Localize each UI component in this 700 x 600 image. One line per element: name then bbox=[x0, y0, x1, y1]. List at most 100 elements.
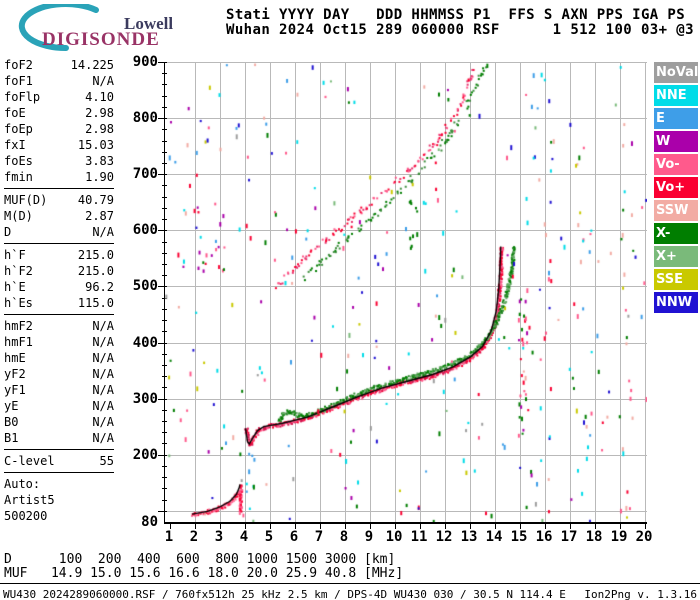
y-axis-tick bbox=[158, 118, 167, 120]
param-label: h`E bbox=[4, 280, 26, 294]
param-value: 15.03 bbox=[77, 138, 114, 152]
y-tick-label: 500 bbox=[132, 278, 158, 295]
param-row-auto: Auto: bbox=[4, 476, 114, 492]
param-value: 14.225 bbox=[70, 58, 114, 72]
x-axis-tick bbox=[395, 524, 396, 529]
param-row-foflp: foFlp 4.10 bbox=[4, 89, 114, 105]
legend-item-sse: SSE bbox=[654, 269, 698, 290]
x-axis-tick bbox=[270, 524, 271, 529]
footer-version: Ion2Png v. 1.3.16 bbox=[584, 588, 697, 600]
param-row-b1: B1 N/A bbox=[4, 430, 114, 446]
param-value: 2.98 bbox=[85, 106, 114, 120]
param-value: N/A bbox=[92, 431, 114, 445]
y-axis-tick bbox=[162, 162, 167, 164]
param-row-ye: yE N/A bbox=[4, 398, 114, 414]
param-label: C-level bbox=[4, 454, 55, 468]
x-tick-label: 17 bbox=[560, 529, 578, 545]
x-axis-tick bbox=[220, 524, 221, 529]
param-value: N/A bbox=[92, 399, 114, 413]
param-row-hf2: h`F2 215.0 bbox=[4, 263, 114, 279]
d-row: D 100 200 400 600 800 1000 1500 3000 [km… bbox=[4, 552, 396, 567]
param-row-b0: B0 N/A bbox=[4, 414, 114, 430]
param-row-foes: foEs 3.83 bbox=[4, 153, 114, 169]
param-label: foF1 bbox=[4, 74, 33, 88]
param-row-d: D N/A bbox=[4, 224, 114, 240]
logo-swoosh-icon bbox=[18, 4, 99, 52]
y-axis-tick bbox=[162, 376, 167, 378]
param-label: fmin bbox=[4, 170, 33, 184]
param-label: 500200 bbox=[4, 509, 48, 523]
plot-area bbox=[158, 62, 647, 529]
legend-item-x: X- bbox=[654, 223, 698, 244]
param-label: MUF(D) bbox=[4, 193, 48, 207]
param-value: 215.0 bbox=[77, 248, 114, 262]
x-tick-label: 5 bbox=[264, 529, 274, 545]
y-tick-label: 80 bbox=[141, 514, 158, 531]
y-axis-labels: 900 800 700 600 500 400 300 200 80 bbox=[118, 54, 160, 532]
y-axis-tick bbox=[162, 84, 167, 86]
y-axis-tick bbox=[158, 286, 167, 288]
y-tick-label: 800 bbox=[132, 110, 158, 127]
y-axis-tick bbox=[162, 106, 167, 108]
param-group: MUF(D) 40.79 M(D) 2.87 D N/A bbox=[4, 191, 114, 244]
y-axis-tick bbox=[162, 207, 167, 209]
param-label: h`Es bbox=[4, 296, 33, 310]
param-panel: foF2 14.225 foF1 N/A foFlp 4.10 foE 2.98 foEp 2.9… bbox=[4, 56, 114, 529]
y-axis-tick bbox=[162, 387, 167, 389]
param-label: h`F2 bbox=[4, 264, 33, 278]
legend-item-vo: Vo- bbox=[654, 154, 698, 175]
x-tick-label: 15 bbox=[510, 529, 528, 545]
x-tick-label: 6 bbox=[289, 529, 299, 545]
x-tick-label: 10 bbox=[385, 529, 403, 545]
param-group: h`F 215.0 h`F2 215.0 h`E 96.2 h`Es 115.0 bbox=[4, 246, 114, 315]
x-axis-tick bbox=[470, 524, 471, 529]
param-value: N/A bbox=[92, 367, 114, 381]
x-tick-label: 4 bbox=[239, 529, 249, 545]
param-row-fof2: foF2 14.225 bbox=[4, 57, 114, 73]
param-label: h`F bbox=[4, 248, 26, 262]
x-axis-tick bbox=[195, 524, 196, 529]
y-axis-tick bbox=[162, 73, 167, 75]
legend-item-noval: NoVal bbox=[654, 62, 698, 83]
y-axis-tick bbox=[158, 510, 167, 512]
param-row-he: h`E 96.2 bbox=[4, 279, 114, 295]
x-tick-label: 18 bbox=[585, 529, 603, 545]
x-axis-tick bbox=[420, 524, 421, 529]
param-value: N/A bbox=[92, 383, 114, 397]
y-axis-tick bbox=[162, 499, 167, 501]
x-tick-label: 2 bbox=[189, 529, 199, 545]
param-label: foFlp bbox=[4, 90, 41, 104]
header-column-titles: Stati YYYY DAY DDD HHMMSS P1 FFS S AXN P… bbox=[226, 7, 686, 23]
y-axis-tick bbox=[162, 252, 167, 254]
param-label: foE bbox=[4, 106, 26, 120]
legend-item-ssw: SSW bbox=[654, 200, 698, 221]
y-tick-label: 400 bbox=[132, 334, 158, 351]
y-axis-tick bbox=[162, 320, 167, 322]
param-row-hes: h`Es 115.0 bbox=[4, 295, 114, 311]
x-axis-tick bbox=[295, 524, 296, 529]
digisonde-logo: Lowell DIGISONDE bbox=[6, 2, 236, 54]
param-value: 115.0 bbox=[77, 296, 114, 310]
x-tick-label: 20 bbox=[635, 529, 653, 545]
x-axis-tick bbox=[245, 524, 246, 529]
x-axis-tick bbox=[170, 524, 171, 529]
x-axis-tick bbox=[320, 524, 321, 529]
x-axis-tick bbox=[345, 524, 346, 529]
footer-bar: WU430_2024289060000.RSF / 760fx512h 25 k… bbox=[0, 583, 700, 600]
param-row-mufd: MUF(D) 40.79 bbox=[4, 192, 114, 208]
y-axis-tick bbox=[158, 342, 167, 344]
y-axis-tick bbox=[162, 219, 167, 221]
param-value: N/A bbox=[92, 415, 114, 429]
y-axis-tick bbox=[162, 331, 167, 333]
param-label: yF2 bbox=[4, 367, 26, 381]
legend-item-nnw: NNW bbox=[654, 292, 698, 313]
param-label: hmE bbox=[4, 351, 26, 365]
param-value: 2.98 bbox=[85, 122, 114, 136]
param-group: hmF2 N/A hmF1 N/A hmE N/A yF2 N/A yF1 N/A yE N/A B0 N… bbox=[4, 317, 114, 450]
y-axis-tick bbox=[162, 353, 167, 355]
y-axis-tick bbox=[158, 230, 167, 232]
param-label: M(D) bbox=[4, 209, 33, 223]
x-axis-tick bbox=[495, 524, 496, 529]
param-row-clevel: C-level 55 bbox=[4, 453, 114, 469]
